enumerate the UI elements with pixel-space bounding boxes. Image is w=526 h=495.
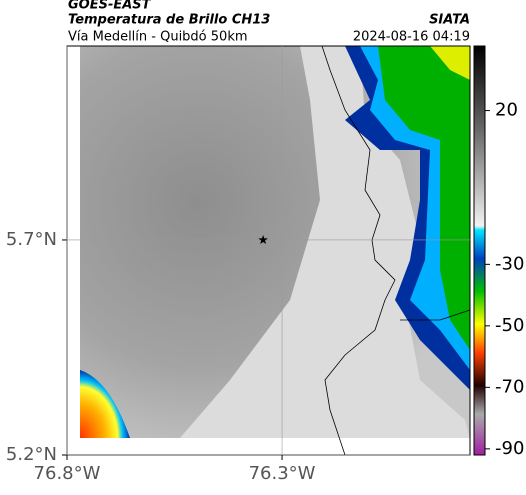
y-tick-label: 5.2°N xyxy=(6,444,57,465)
y-tick-label: 5.7°N xyxy=(6,229,57,250)
caption: Vía Medellín - Quibdó 50km xyxy=(68,30,248,45)
x-tick-label: 76.8°W xyxy=(34,463,101,484)
cold-band-core xyxy=(378,46,470,350)
hot-blob xyxy=(80,370,130,438)
date: 2024-08-16 04:19 xyxy=(353,30,470,45)
location-marker xyxy=(258,234,268,245)
source: SIATA xyxy=(429,13,470,28)
cold-band-peak xyxy=(430,46,470,80)
x-tick-label: 76.3°W xyxy=(249,463,316,484)
border-line xyxy=(321,45,396,456)
no-data-left xyxy=(67,46,80,455)
no-data-bottom xyxy=(67,438,470,455)
title: GOES-EAST xyxy=(68,0,152,13)
colorbar-tick-label: -50 xyxy=(495,315,524,336)
border-line xyxy=(400,309,471,321)
colorbar xyxy=(473,45,486,456)
colorbar-tick-label: -90 xyxy=(495,438,524,459)
map-image xyxy=(67,45,471,456)
colorbar-tick-label: 20 xyxy=(495,100,518,121)
warm-area xyxy=(180,46,470,438)
colorbar-tick-label: -30 xyxy=(495,253,524,274)
subtitle: Temperatura de Brillo CH13 xyxy=(68,13,270,28)
colorbar-tick-label: -70 xyxy=(495,376,524,397)
